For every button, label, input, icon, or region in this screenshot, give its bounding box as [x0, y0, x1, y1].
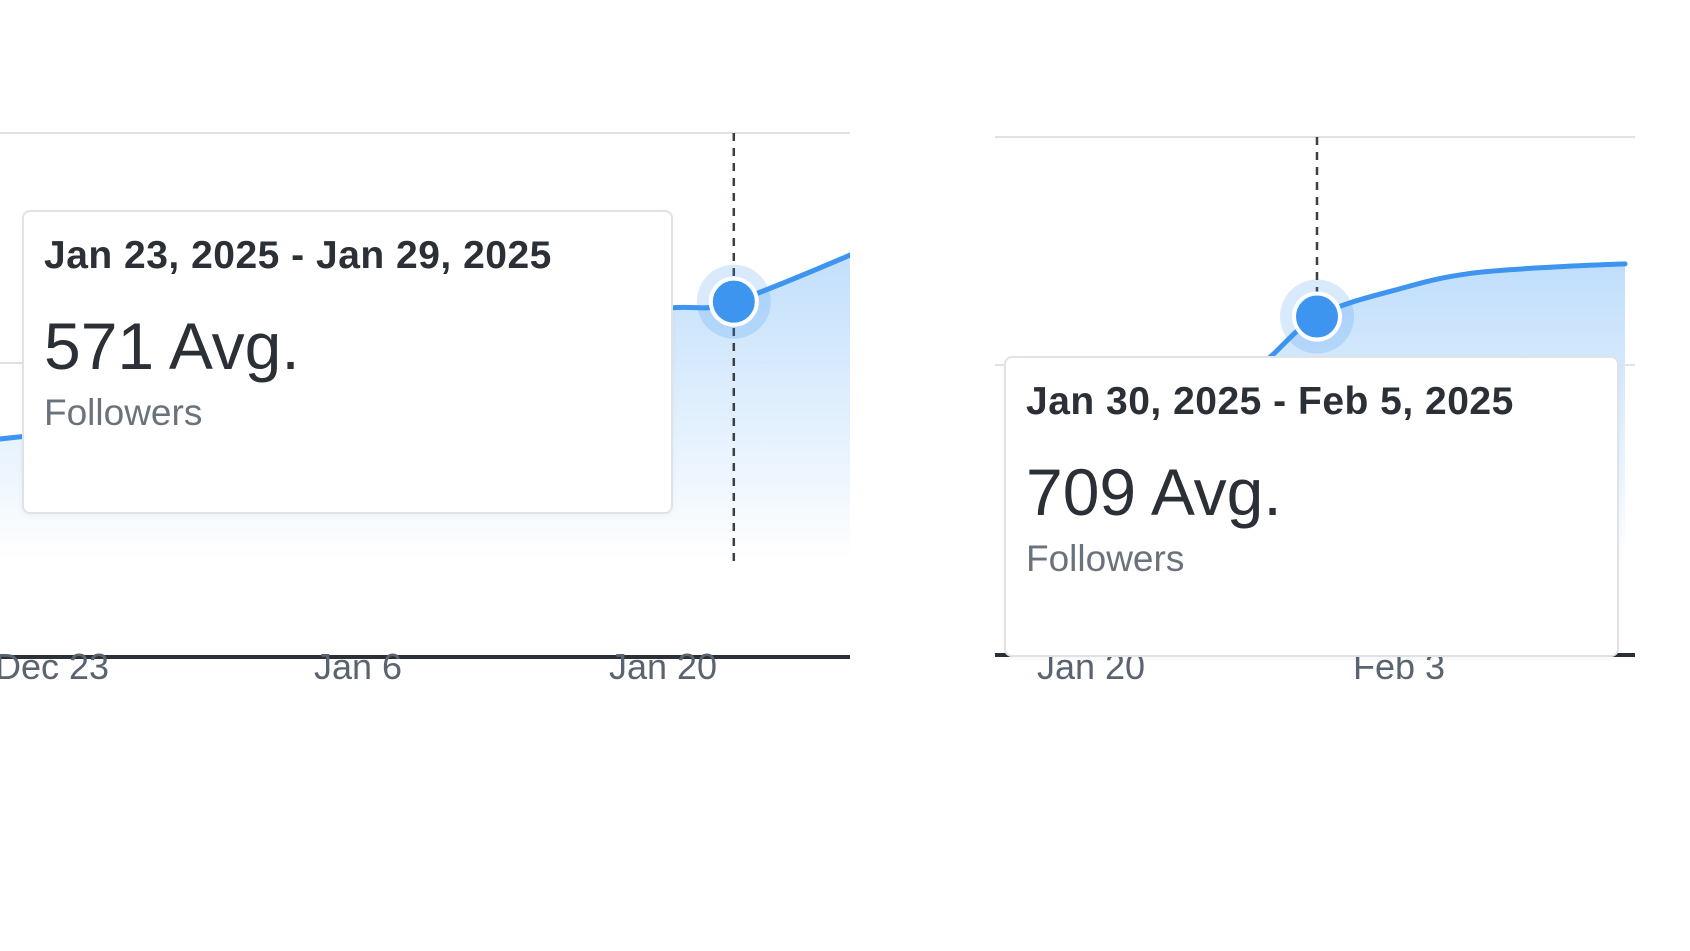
tooltip-date-range: Jan 23, 2025 - Jan 29, 2025: [44, 234, 552, 277]
tooltip-metric-label: Followers: [44, 392, 203, 433]
chart-tooltip: Jan 30, 2025 - Feb 5, 2025 709 Avg. Foll…: [1004, 356, 1619, 657]
tooltip-average-value: 571 Avg.: [44, 309, 300, 383]
highlight-point: [708, 276, 759, 327]
tooltip-metric-label: Followers: [1026, 538, 1185, 579]
chart-tooltip: Jan 23, 2025 - Jan 29, 2025 571 Avg. Fol…: [22, 210, 673, 514]
x-tick-label: Dec 23: [0, 646, 110, 687]
x-tick-label: Jan 20: [608, 646, 718, 687]
followers-chart-right: Jan 20 Feb 3 Jan 30, 2025 - Feb 5, 2025 …: [995, 100, 1635, 725]
highlight-point: [1292, 291, 1342, 342]
tooltip-date-range: Jan 30, 2025 - Feb 5, 2025: [1026, 380, 1514, 423]
tooltip-average-value: 709 Avg.: [1026, 455, 1282, 529]
followers-chart-left: Dec 23 Jan 6 Jan 20 Jan 23, 2025 - Jan 2…: [0, 100, 850, 725]
x-tick-label: Jan 6: [313, 646, 403, 687]
